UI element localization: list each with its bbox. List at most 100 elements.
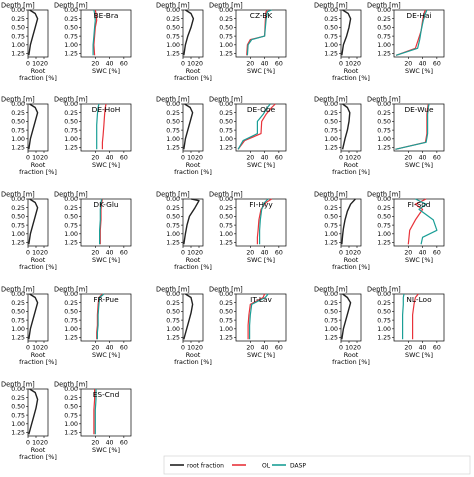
- swc-panel-dk-glu-ytick-label: 1.00: [64, 231, 78, 238]
- root-panel-es-cnd-ytick-label: 0.25: [11, 395, 25, 402]
- swc-panel-cz-bk-ylabel: Depth [m]: [209, 2, 243, 10]
- swc-line-dasp-fr-pue: [96, 293, 105, 340]
- swc-panel-es-cnd-xtick-label: 40: [106, 440, 114, 447]
- swc-panel-de-obe-xlabel: SWC [%]: [247, 161, 275, 169]
- swc-panel-de-hai-xtick-label: 20: [404, 61, 412, 68]
- root-panel-de-hoh-xlabel-2: fraction [%]: [19, 168, 57, 176]
- swc-line-dasp-dk-glu: [99, 198, 103, 245]
- swc-panel-it-lav-ytick-label: 0.00: [219, 291, 233, 298]
- root-panel-de-hai-xlabel: Root: [344, 67, 359, 75]
- root-panel-cz-bk-ytick-label: 0.50: [166, 25, 180, 32]
- root-panel-de-obe-ytick-label: 0.00: [166, 101, 180, 108]
- swc-line-ol-be-bra: [93, 9, 98, 56]
- root-panel-fi-sod-xtick-label: 10: [345, 250, 353, 257]
- swc-panel-de-hoh-ytick-label: 1.25: [64, 145, 78, 152]
- root-panel-cz-bk-ytick-label: 0.25: [166, 16, 180, 23]
- swc-panel-fi-hyy-xtick-label: 40: [261, 250, 269, 257]
- swc-panel-nl-loo-ytick-label: 1.00: [377, 326, 391, 333]
- site-title-de-hai: DE-Hai: [406, 11, 431, 20]
- root-panel-fi-hyy-xtick-label: 10: [187, 250, 195, 257]
- swc-panel-de-hoh-ytick-label: 0.75: [64, 127, 78, 134]
- swc-panel-de-hai-ylabel: Depth [m]: [367, 2, 401, 10]
- swc-line-dasp-cz-bk: [246, 9, 272, 56]
- root-panel-be-bra-ytick-label: 0.25: [11, 16, 25, 23]
- root-panel-fi-sod-ytick-label: 0.25: [324, 205, 338, 212]
- swc-panel-de-obe-xtick-label: 20: [246, 155, 254, 162]
- swc-panel-de-hoh-xlabel: SWC [%]: [92, 161, 120, 169]
- swc-panel-es-cnd-ytick-label: 0.50: [64, 404, 78, 411]
- swc-panel-dk-glu-xlabel: SWC [%]: [92, 256, 120, 264]
- root-panel-nl-loo-frame: [340, 293, 362, 342]
- root-panel-fi-hyy-ytick-label: 0.00: [166, 196, 180, 203]
- root-panel-de-obe-ylabel: Depth [m]: [156, 96, 190, 104]
- root-panel-dk-glu-ytick-label: 0.00: [11, 196, 25, 203]
- root-panel-de-hoh-ytick-label: 0.75: [11, 127, 25, 134]
- swc-panel-de-obe-ytick-label: 0.50: [219, 119, 233, 126]
- swc-panel-de-hai-xlabel: SWC [%]: [405, 67, 433, 75]
- root-panel-es-cnd-ytick-label: 1.00: [11, 421, 25, 428]
- root-panel-nl-loo-ytick-label: 1.25: [324, 335, 338, 342]
- swc-panel-nl-loo-frame: [393, 293, 445, 342]
- swc-line-dasp-it-lav: [249, 293, 269, 340]
- root-panel-fr-pue-ytick-label: 1.25: [11, 335, 25, 342]
- swc-panel-it-lav-ylabel: Depth [m]: [209, 286, 243, 294]
- swc-line-ol-de-obe: [237, 103, 276, 150]
- swc-panel-nl-loo-ytick-label: 0.50: [377, 309, 391, 316]
- root-panel-cz-bk-ylabel: Depth [m]: [156, 2, 190, 10]
- root-panel-es-cnd-xtick-label: 20: [40, 440, 48, 447]
- swc-panel-es-cnd-xtick-label: 60: [120, 440, 128, 447]
- root-panel-fi-hyy-ylabel: Depth [m]: [156, 191, 190, 199]
- swc-panel-fi-sod-ytick-label: 0.75: [377, 222, 391, 229]
- swc-panel-fi-sod-ytick-label: 0.25: [377, 205, 391, 212]
- swc-panel-dk-glu-xtick-label: 40: [106, 250, 114, 257]
- root-panel-be-bra-ytick-label: 1.00: [11, 42, 25, 49]
- root-panel-dk-glu-frame: [27, 198, 49, 247]
- swc-panel-dk-glu-ytick-label: 0.75: [64, 222, 78, 229]
- root-fraction-line-fi-hyy: [183, 198, 200, 245]
- root-panel-es-cnd-ylabel: Depth [m]: [1, 381, 35, 389]
- swc-panel-nl-loo-ytick-label: 0.00: [377, 291, 391, 298]
- root-panel-de-hai-ylabel: Depth [m]: [314, 2, 348, 10]
- swc-panel-es-cnd-xtick-label: 20: [91, 440, 99, 447]
- swc-panel-cz-bk-ytick-label: 1.25: [219, 51, 233, 58]
- swc-panel-de-wue-xtick-label: 60: [433, 155, 441, 162]
- root-panel-de-obe-ytick-label: 0.25: [166, 110, 180, 117]
- swc-line-dasp-de-obe: [237, 103, 271, 150]
- swc-panel-es-cnd-ytick-label: 0.25: [64, 395, 78, 402]
- root-fraction-line-es-cnd: [28, 388, 39, 435]
- swc-panel-de-wue-ytick-label: 0.50: [377, 119, 391, 126]
- root-panel-fr-pue-xlabel-2: fraction [%]: [19, 358, 57, 366]
- root-panel-de-hai-xlabel-2: fraction [%]: [332, 74, 370, 82]
- swc-panel-fi-sod-xtick-label: 60: [433, 250, 441, 257]
- swc-panel-nl-loo-xlabel: SWC [%]: [405, 351, 433, 359]
- site-title-fr-pue: FR-Pue: [93, 295, 119, 304]
- swc-panel-fi-sod-xtick-label: 20: [404, 250, 412, 257]
- swc-panel-be-bra-xtick-label: 60: [120, 61, 128, 68]
- root-panel-de-wue-ylabel: Depth [m]: [314, 96, 348, 104]
- root-panel-fi-hyy-xtick-label: 0: [181, 250, 185, 257]
- root-panel-dk-glu-xtick-label: 10: [32, 250, 40, 257]
- root-panel-fi-sod-xtick-label: 20: [353, 250, 361, 257]
- swc-panel-de-hoh-ytick-label: 0.50: [64, 119, 78, 126]
- root-panel-fi-hyy-frame: [182, 198, 204, 247]
- root-panel-dk-glu-ylabel: Depth [m]: [1, 191, 35, 199]
- root-panel-fi-sod-xlabel: Root: [344, 256, 359, 264]
- root-panel-de-wue-xtick-label: 0: [339, 155, 343, 162]
- site-title-be-bra: BE-Bra: [94, 11, 119, 20]
- root-panel-fi-hyy-xtick-label: 20: [195, 250, 203, 257]
- swc-panel-it-lav-ytick-label: 1.25: [219, 335, 233, 342]
- root-panel-es-cnd-ytick-label: 1.25: [11, 430, 25, 437]
- root-panel-it-lav-ytick-label: 1.00: [166, 326, 180, 333]
- swc-line-dasp-es-cnd: [94, 389, 97, 435]
- root-panel-de-obe-xlabel: Root: [186, 161, 201, 169]
- swc-panel-de-obe-xtick-label: 40: [261, 155, 269, 162]
- swc-panel-es-cnd-ytick-label: 0.75: [64, 412, 78, 419]
- swc-panel-nl-loo-ylabel: Depth [m]: [367, 286, 401, 294]
- swc-panel-cz-bk-xlabel: SWC [%]: [247, 67, 275, 75]
- swc-line-ol-it-lav: [247, 293, 266, 340]
- root-fraction-line-de-obe: [183, 103, 194, 150]
- swc-panel-de-hai-ytick-label: 1.25: [377, 51, 391, 58]
- root-panel-de-hoh-ytick-label: 1.25: [11, 145, 25, 152]
- swc-panel-it-lav-xtick-label: 60: [275, 345, 283, 352]
